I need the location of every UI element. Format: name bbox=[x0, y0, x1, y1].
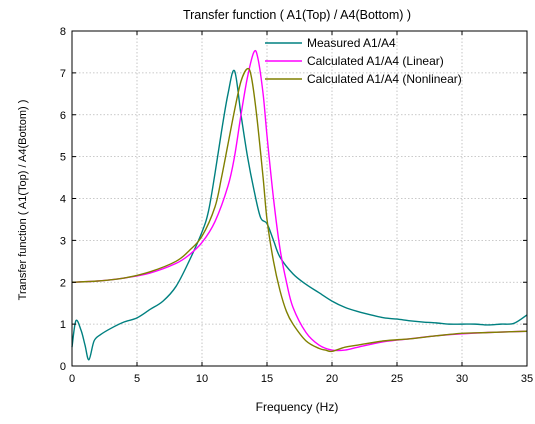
x-tick-label: 0 bbox=[69, 373, 75, 385]
x-tick-label: 15 bbox=[261, 373, 273, 385]
legend-label-2: Calculated A1/A4 (Linear) bbox=[307, 54, 444, 68]
y-axis-label: Transfer function ( A1(Top) / A4(Bottom)… bbox=[17, 100, 29, 301]
legend-label-3: Calculated A1/A4 (Nonlinear) bbox=[307, 72, 462, 86]
x-tick-label: 5 bbox=[134, 373, 140, 385]
chart-title: Transfer function ( A1(Top) / A4(Bottom)… bbox=[183, 8, 411, 22]
y-tick-label: 0 bbox=[60, 361, 66, 373]
x-tick-label: 20 bbox=[326, 373, 338, 385]
x-tick-label: 10 bbox=[196, 373, 208, 385]
y-tick-label: 3 bbox=[60, 235, 66, 247]
x-tick-label: 35 bbox=[521, 373, 533, 385]
axes: 0 5 10 15 20 25 30 35 0 1 2 3 4 5 6 7 8 bbox=[60, 26, 533, 385]
series-line-2 bbox=[71, 49, 528, 352]
y-tick-label: 5 bbox=[60, 152, 66, 164]
y-tick-label: 8 bbox=[60, 26, 66, 38]
legend-label-1: Measured A1/A4 bbox=[307, 36, 396, 50]
x-tick-label: 25 bbox=[391, 373, 403, 385]
x-axis-label: Frequency (Hz) bbox=[256, 400, 339, 414]
legend: Measured A1/A4 Calculated A1/A4 (Linear) C… bbox=[265, 36, 462, 86]
series-line-1 bbox=[71, 69, 528, 361]
series-layer bbox=[71, 49, 528, 361]
y-tick-label: 4 bbox=[60, 194, 66, 206]
grid bbox=[72, 31, 527, 366]
y-tick-label: 1 bbox=[60, 319, 66, 331]
y-tick-label: 7 bbox=[60, 68, 66, 80]
series-line-3 bbox=[71, 67, 528, 353]
y-tick-label: 2 bbox=[60, 277, 66, 289]
y-tick-label: 6 bbox=[60, 110, 66, 122]
x-tick-label: 30 bbox=[456, 373, 468, 385]
